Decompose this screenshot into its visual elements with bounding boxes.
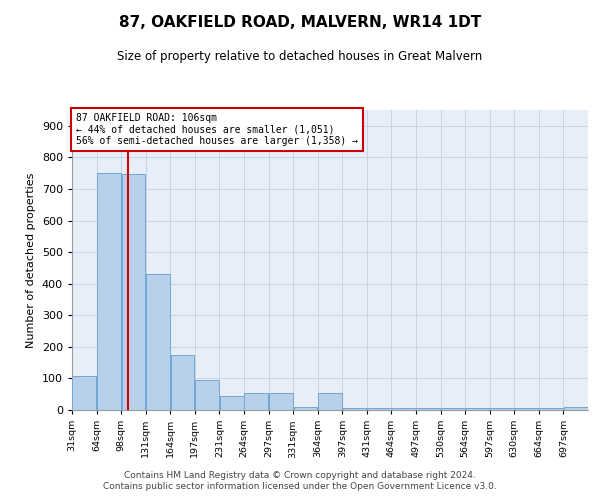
Bar: [343, 408, 367, 410]
Bar: [269, 392, 293, 410]
Bar: [367, 408, 391, 410]
Bar: [441, 408, 465, 410]
Y-axis label: Number of detached properties: Number of detached properties: [26, 172, 36, 348]
Bar: [220, 396, 244, 410]
Text: Contains public sector information licensed under the Open Government Licence v3: Contains public sector information licen…: [103, 482, 497, 491]
Bar: [97, 173, 121, 410]
Text: Size of property relative to detached houses in Great Malvern: Size of property relative to detached ho…: [118, 50, 482, 63]
Bar: [466, 408, 490, 410]
Bar: [318, 392, 342, 410]
Bar: [244, 392, 268, 410]
Text: Contains HM Land Registry data © Crown copyright and database right 2024.: Contains HM Land Registry data © Crown c…: [124, 470, 476, 480]
Bar: [515, 408, 538, 410]
Bar: [170, 354, 194, 410]
Bar: [195, 380, 219, 410]
Bar: [73, 376, 96, 410]
Bar: [122, 174, 145, 410]
Bar: [539, 408, 563, 410]
Bar: [564, 407, 587, 410]
Bar: [490, 408, 514, 410]
Bar: [146, 274, 170, 410]
Bar: [392, 408, 416, 410]
Text: 87, OAKFIELD ROAD, MALVERN, WR14 1DT: 87, OAKFIELD ROAD, MALVERN, WR14 1DT: [119, 15, 481, 30]
Text: 87 OAKFIELD ROAD: 106sqm
← 44% of detached houses are smaller (1,051)
56% of sem: 87 OAKFIELD ROAD: 106sqm ← 44% of detach…: [76, 113, 358, 146]
Bar: [416, 408, 440, 410]
Bar: [293, 407, 317, 410]
